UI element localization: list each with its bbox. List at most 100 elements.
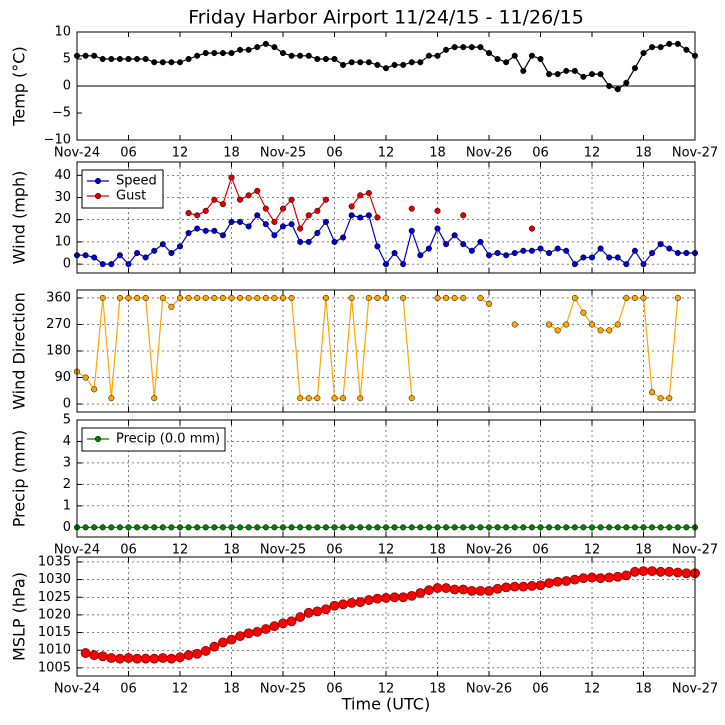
- data-point: [640, 261, 647, 268]
- y-tick-label: 10: [54, 234, 71, 249]
- data-point: [657, 395, 664, 402]
- data-point: [262, 205, 269, 212]
- data-point: [528, 247, 535, 254]
- data-point: [185, 294, 192, 302]
- data-point: [674, 294, 681, 302]
- x-tick-label: Nov-27: [672, 543, 718, 558]
- data-point: [305, 395, 312, 402]
- data-point: [288, 221, 295, 228]
- data-point: [125, 261, 132, 268]
- y-axis-label: Wind (mph): [10, 171, 29, 265]
- data-point: [674, 40, 681, 47]
- data-point: [202, 50, 209, 57]
- y-tick-label: 1005: [38, 660, 71, 675]
- data-point: [449, 584, 460, 595]
- data-point: [211, 524, 218, 531]
- data-point: [623, 294, 630, 302]
- data-point: [322, 218, 329, 225]
- data-point: [391, 249, 398, 257]
- x-tick-label: 12: [584, 146, 601, 161]
- x-tick-label: Nov-26: [466, 146, 512, 161]
- data-point: [468, 247, 475, 254]
- y-tick-label: 1025: [38, 590, 71, 605]
- data-point: [563, 247, 570, 254]
- data-point: [501, 582, 512, 593]
- data-point: [443, 46, 450, 53]
- data-point: [664, 566, 675, 577]
- data-point: [638, 566, 649, 577]
- data-point: [408, 59, 415, 66]
- data-point: [305, 238, 312, 245]
- data-point: [218, 637, 228, 648]
- data-point: [460, 294, 467, 302]
- data-point: [271, 294, 278, 302]
- data-point: [382, 65, 390, 72]
- data-point: [176, 524, 184, 531]
- data-point: [655, 566, 666, 577]
- data-point: [588, 321, 596, 328]
- legend-marker: [94, 177, 102, 185]
- data-point: [630, 566, 640, 577]
- data-point: [279, 205, 287, 212]
- data-point: [228, 218, 235, 225]
- data-point: [554, 327, 561, 334]
- data-point: [595, 573, 606, 584]
- data-point: [365, 190, 372, 197]
- data-point: [82, 524, 89, 531]
- data-point: [279, 524, 287, 531]
- data-point: [166, 653, 177, 664]
- data-point: [159, 294, 166, 302]
- data-point: [245, 524, 252, 531]
- data-point: [451, 232, 458, 239]
- data-point: [254, 44, 261, 51]
- data-point: [254, 187, 261, 194]
- data-point: [443, 524, 450, 531]
- data-point: [254, 212, 261, 219]
- data-point: [252, 626, 263, 637]
- plot-frame: [76, 289, 696, 413]
- data-point: [382, 524, 390, 531]
- data-point: [200, 646, 211, 656]
- data-point: [338, 599, 348, 610]
- x-tick-label: Nov-27: [672, 682, 718, 697]
- data-point: [286, 616, 297, 627]
- x-tick-label: Nov-26: [466, 543, 512, 558]
- y-tick-label: 0: [63, 397, 71, 412]
- y-axis-label: MSLP (hPa): [10, 572, 29, 661]
- data-point: [185, 229, 192, 237]
- data-point: [408, 205, 415, 212]
- data-point: [314, 207, 321, 214]
- data-point: [132, 653, 142, 664]
- x-tick-label: 18: [429, 146, 446, 161]
- data-point: [312, 606, 323, 617]
- y-tick-label: 360: [46, 290, 71, 305]
- data-point: [606, 82, 613, 90]
- data-point: [219, 232, 226, 239]
- legend-marker: [94, 192, 102, 200]
- data-point: [494, 524, 501, 531]
- x-tick-label: 12: [172, 146, 189, 161]
- y-tick-label: 0: [63, 520, 71, 535]
- data-point: [183, 650, 194, 661]
- data-point: [363, 595, 374, 605]
- data-point: [460, 524, 467, 531]
- data-point: [314, 395, 321, 402]
- data-point: [623, 261, 630, 268]
- data-point: [623, 79, 630, 86]
- data-point: [235, 631, 245, 641]
- data-point: [192, 648, 203, 659]
- data-point: [451, 44, 458, 51]
- x-tick-label: Nov-24: [54, 682, 100, 697]
- data-point: [382, 261, 390, 268]
- plot-frame: [76, 419, 696, 538]
- data-point: [211, 196, 218, 203]
- data-point: [297, 524, 304, 531]
- data-point: [503, 524, 510, 531]
- data-point: [374, 61, 381, 68]
- data-point: [271, 232, 278, 239]
- data-point: [288, 196, 295, 203]
- data-point: [391, 61, 398, 68]
- data-point: [520, 67, 527, 74]
- data-point: [245, 223, 252, 230]
- data-point: [322, 55, 329, 63]
